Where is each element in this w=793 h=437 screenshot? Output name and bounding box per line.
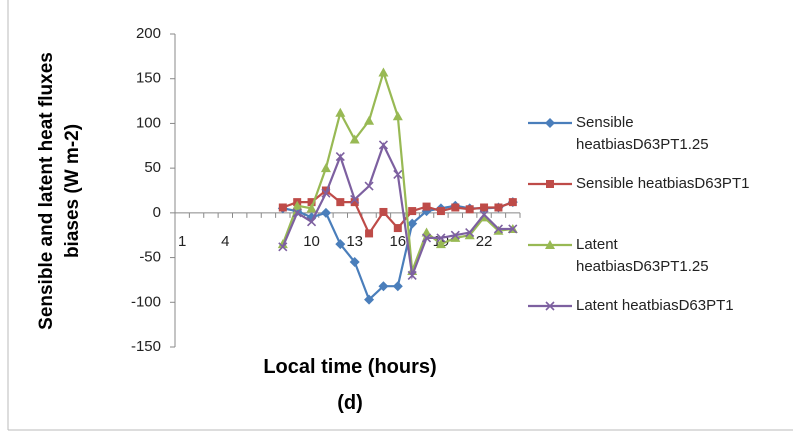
point xyxy=(335,239,346,250)
y-tick-label: -150 xyxy=(131,338,161,355)
point xyxy=(407,218,418,229)
point xyxy=(278,242,288,252)
y-tick-label: 200 xyxy=(136,25,161,42)
point xyxy=(436,233,446,243)
point xyxy=(493,224,504,234)
point xyxy=(422,202,431,211)
point xyxy=(479,210,489,220)
y-tick-label: 150 xyxy=(136,70,161,87)
point xyxy=(465,205,474,214)
point xyxy=(365,229,374,238)
point xyxy=(435,239,446,249)
point xyxy=(480,203,489,212)
x-tick-label: 4 xyxy=(221,233,229,250)
point xyxy=(508,224,518,234)
legend-marker xyxy=(545,301,555,311)
point xyxy=(364,115,375,125)
subtitle: (d) xyxy=(337,392,363,414)
point xyxy=(321,188,331,198)
point xyxy=(278,203,287,212)
x-tick-label: 22 xyxy=(476,233,493,250)
point xyxy=(464,230,475,240)
x-axis-title: Local time (hours) xyxy=(263,356,437,378)
point xyxy=(392,281,403,292)
point xyxy=(306,217,317,227)
x-tick-label: 16 xyxy=(389,233,406,250)
point xyxy=(378,67,389,77)
point xyxy=(392,111,403,121)
y-tick-label: -100 xyxy=(131,293,161,310)
point xyxy=(450,230,460,240)
legend-label: Latent heatbiasD63PT1 xyxy=(576,297,734,314)
point xyxy=(465,227,475,238)
point xyxy=(408,207,417,216)
point xyxy=(450,232,461,242)
point xyxy=(350,198,359,207)
y-tick-label: 50 xyxy=(144,159,161,176)
legend-label: Sensible heatbiasD63PT1 xyxy=(576,175,750,192)
legend-marker xyxy=(545,240,555,249)
point xyxy=(320,163,331,173)
point xyxy=(378,281,389,292)
point xyxy=(277,239,288,249)
point xyxy=(320,207,331,218)
point xyxy=(508,198,517,207)
point xyxy=(364,181,374,191)
y-tick-label: 0 xyxy=(153,204,161,221)
point xyxy=(336,198,345,207)
point xyxy=(292,200,303,210)
point xyxy=(378,140,389,150)
point xyxy=(350,194,360,205)
point xyxy=(436,207,445,216)
legend-marker xyxy=(545,118,555,128)
legend-label: Latent heatbiasD63PT1.25 xyxy=(576,236,709,275)
point xyxy=(407,270,417,281)
point xyxy=(349,257,360,268)
point xyxy=(364,294,375,305)
point xyxy=(451,203,460,212)
point xyxy=(421,233,432,243)
point xyxy=(349,134,360,144)
y-tick-label: -50 xyxy=(139,249,161,266)
point xyxy=(393,169,403,179)
point xyxy=(292,208,302,218)
x-tick-label: 1 xyxy=(178,233,186,250)
point xyxy=(379,207,388,216)
point xyxy=(335,151,345,162)
point xyxy=(307,198,316,207)
legend-label: Sensible heatbiasD63PT1.25 xyxy=(576,114,709,153)
y-axis-title: Sensible and latent heat fluxes biases (… xyxy=(36,52,83,330)
x-tick-label: 13 xyxy=(346,233,363,250)
y-tick-label: 100 xyxy=(136,114,161,131)
point xyxy=(393,224,402,233)
legend-marker xyxy=(546,180,554,188)
x-tick-label: 10 xyxy=(303,233,320,250)
point xyxy=(335,107,346,117)
point xyxy=(494,203,503,212)
point xyxy=(306,203,317,213)
series-line xyxy=(281,142,513,280)
